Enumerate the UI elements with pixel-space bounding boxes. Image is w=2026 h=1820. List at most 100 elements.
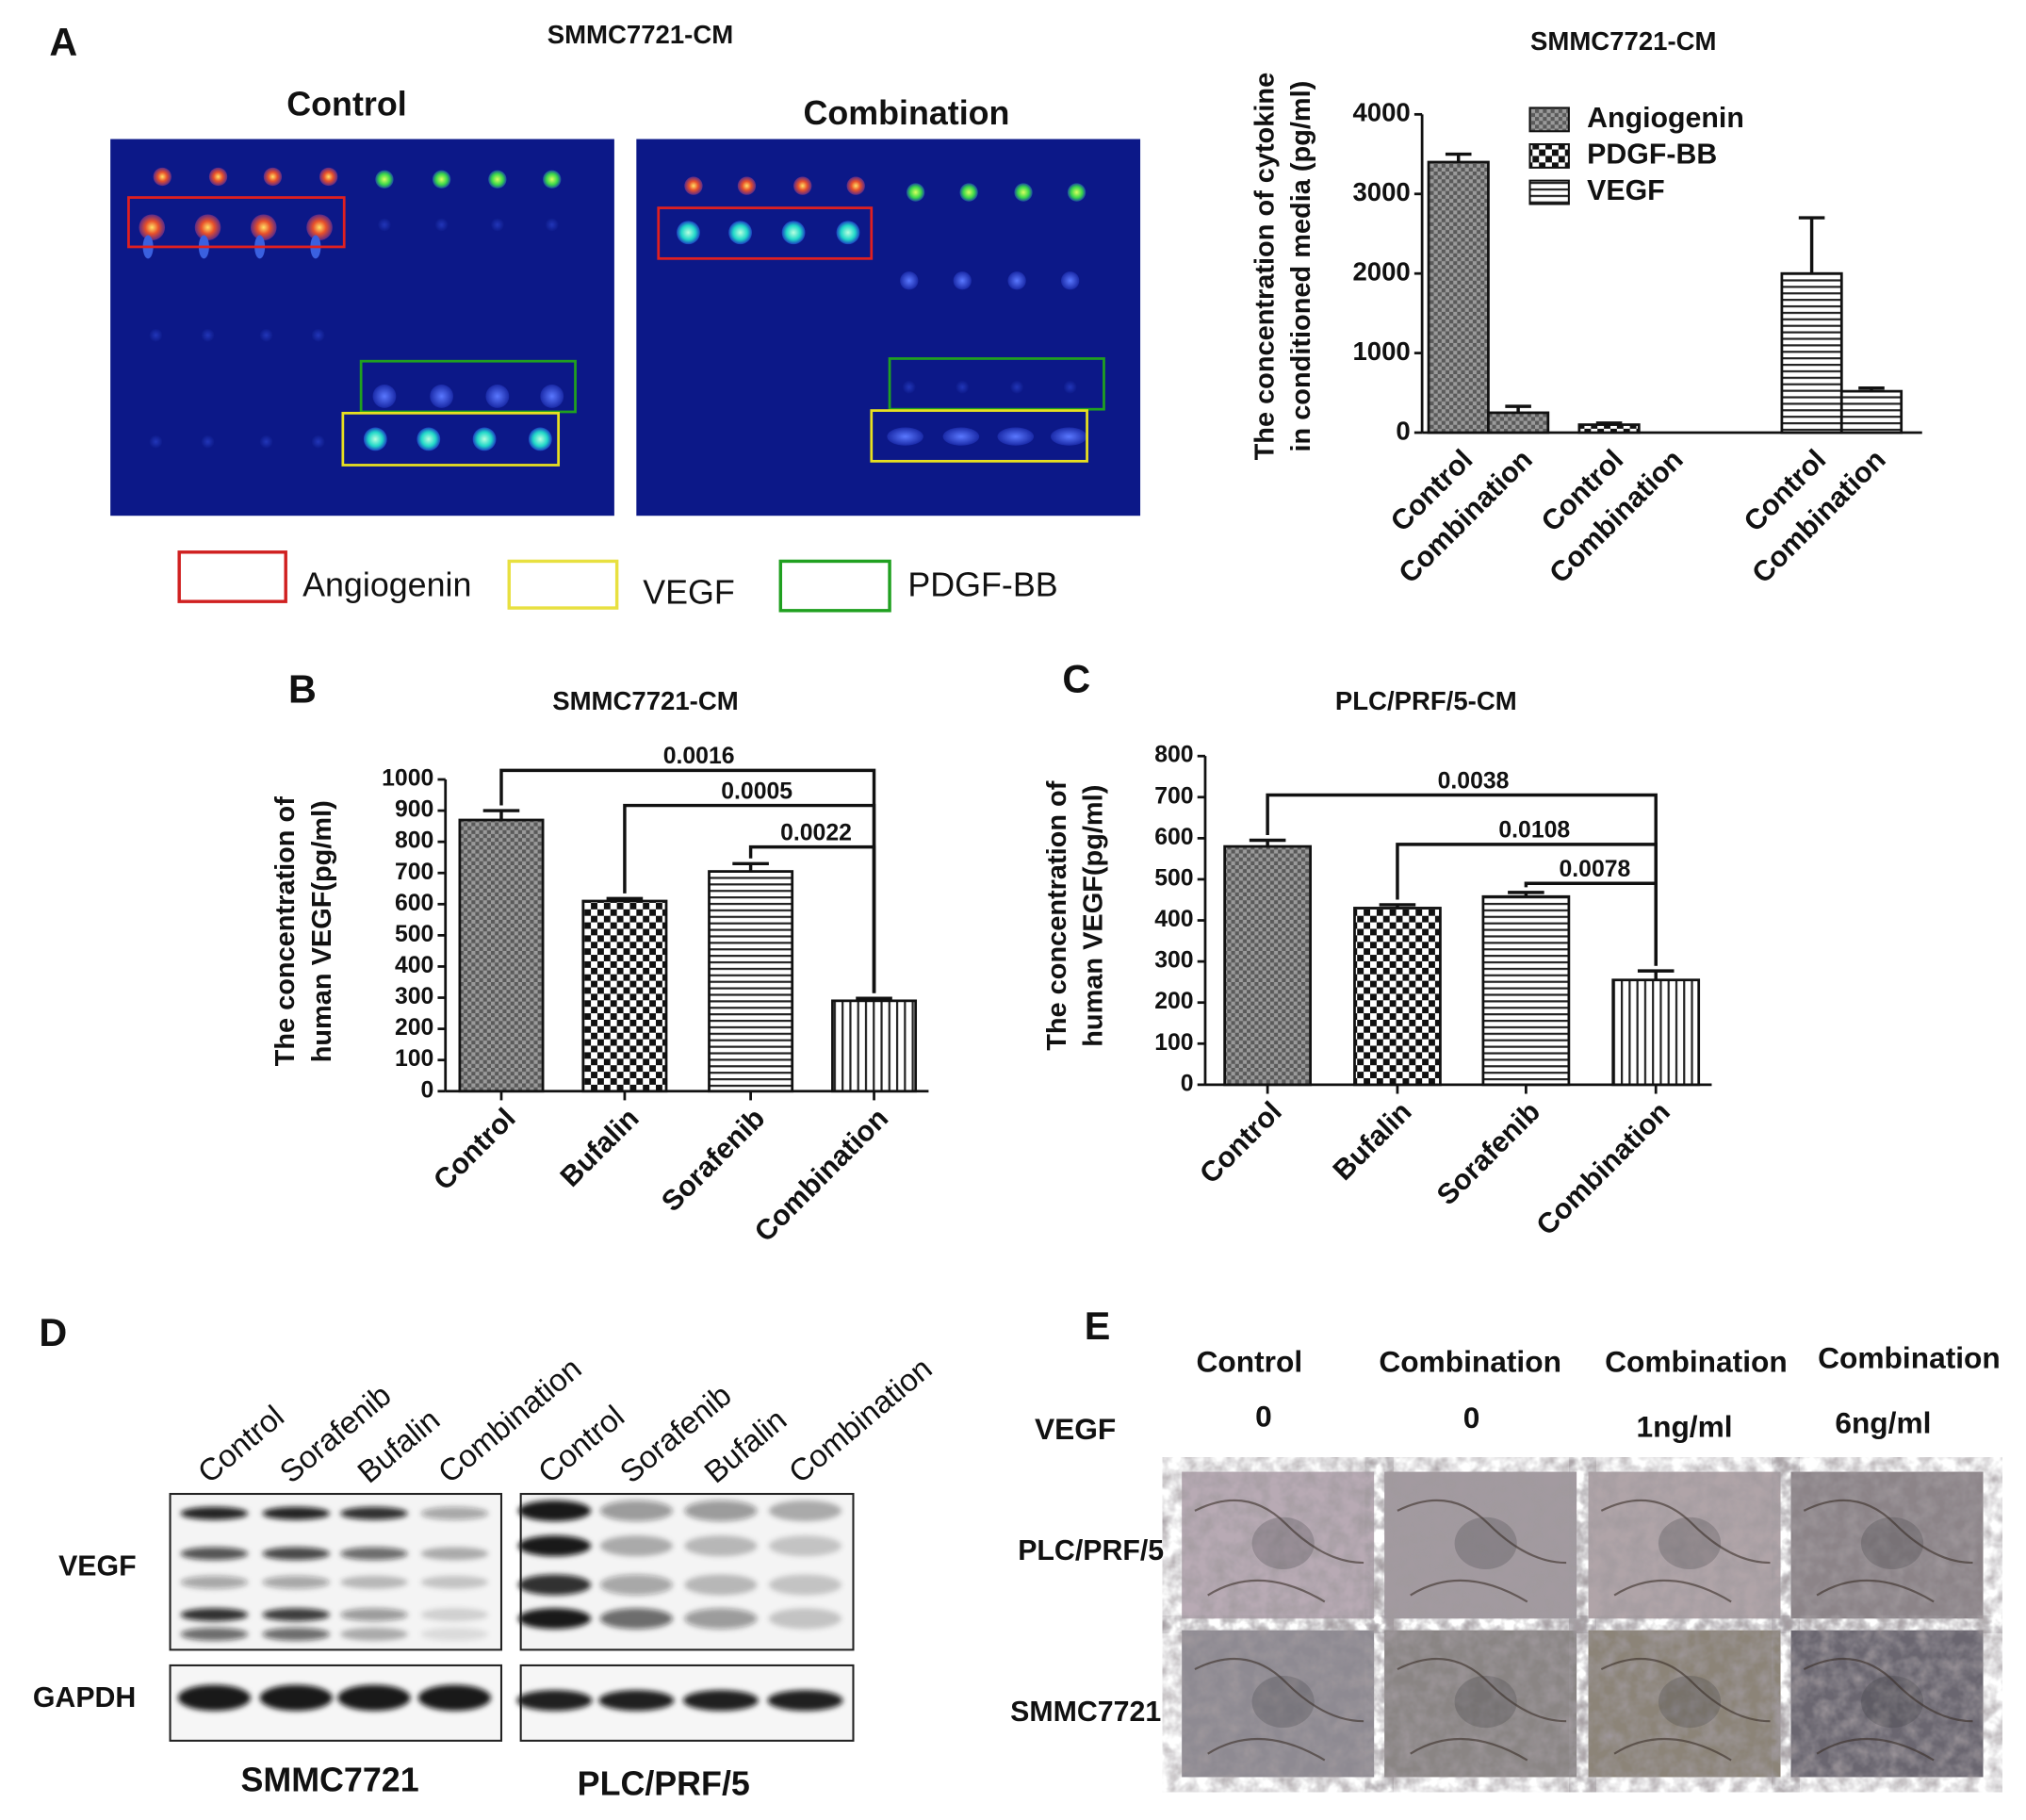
array-spot: [942, 427, 980, 446]
tube-network: [1803, 1658, 1973, 1762]
tube-texture: [1790, 1471, 1984, 1619]
error-bar: [606, 896, 644, 901]
y-tick-label: 100: [395, 1046, 433, 1072]
array-spot: [417, 427, 441, 451]
array-spot: [490, 218, 504, 232]
tube-row-label: PLC/PRF/5: [1018, 1535, 1164, 1566]
panel-label: D: [39, 1311, 67, 1354]
bar: [1223, 844, 1312, 1087]
array-spot: [432, 170, 451, 189]
array-legend-label: Angiogenin: [302, 566, 471, 603]
array-spot: [434, 218, 449, 232]
bar: [1353, 907, 1442, 1087]
legend-swatch: [1528, 179, 1570, 205]
y-axis-label: The concentration of: [270, 796, 301, 1067]
blot-band: [598, 1690, 675, 1712]
x-tick-label: Bufalin: [1328, 1096, 1418, 1187]
blot-band: [684, 1574, 758, 1596]
y-tick-label: 700: [395, 860, 433, 885]
array-spot: [259, 435, 273, 449]
y-tick-label: 3000: [1352, 177, 1410, 206]
blot-band: [517, 1500, 592, 1521]
y-tick-label: 400: [1154, 907, 1193, 932]
lane-label: Control: [531, 1399, 630, 1490]
x-tick-label: Combination: [1531, 1096, 1676, 1241]
bar: [1577, 423, 1641, 435]
tube-dose: 1ng/ml: [1636, 1409, 1732, 1443]
tube-center: [1860, 1517, 1924, 1569]
tube-dose: 0: [1255, 1399, 1272, 1433]
legend-swatch: [507, 559, 619, 610]
y-tick-label: 800: [1154, 743, 1193, 768]
tube-center: [1251, 1517, 1315, 1569]
array-spot: [1007, 271, 1026, 290]
tube-dose: 6ng/ml: [1835, 1405, 1931, 1439]
array-spot: [902, 380, 916, 394]
array-spot: [1050, 427, 1087, 446]
blot-band: [340, 1608, 408, 1622]
blot-band: [262, 1547, 331, 1561]
tube-center: [1454, 1675, 1517, 1729]
x-tick-label: Control: [428, 1103, 522, 1197]
array-spot: [472, 427, 497, 451]
blot-band: [684, 1535, 758, 1557]
error-bar: [1445, 152, 1472, 162]
array-spot: [378, 218, 391, 232]
blot-band: [259, 1684, 333, 1712]
y-tick-label: 0: [421, 1077, 434, 1103]
blot-band: [599, 1500, 673, 1521]
p-value: 0.0016: [663, 744, 735, 769]
array-spot: [375, 170, 394, 189]
significance-bracket: [748, 844, 876, 993]
blot-band: [684, 1608, 758, 1630]
array-spot: [1014, 183, 1033, 202]
y-axis-label: The concentration of: [1042, 780, 1072, 1051]
array-spot: [311, 328, 325, 342]
blot-band: [599, 1535, 673, 1557]
error-bar: [1379, 903, 1416, 909]
array-spot: [959, 183, 978, 202]
blot-band: [420, 1547, 489, 1561]
y-tick-label: 1000: [382, 766, 433, 792]
tube-network: [1600, 1658, 1771, 1762]
blot-band: [180, 1575, 249, 1589]
p-value: 0.0108: [1498, 818, 1570, 844]
blot-bands: [177, 1500, 843, 1712]
array-spot: [545, 218, 559, 232]
array-spot: [153, 167, 172, 187]
tube-column: Combination: [1605, 1345, 1788, 1379]
array-spot: [684, 176, 703, 195]
tube-network: [1803, 1499, 1973, 1603]
tube-images: [1182, 1471, 1984, 1778]
array-spot: [363, 427, 387, 451]
p-value: 0.0022: [780, 820, 852, 845]
array-spot: [997, 427, 1035, 446]
y-tick-label: 0: [1396, 416, 1410, 445]
box-angiogenin: [127, 196, 346, 249]
bar: [1839, 389, 1903, 435]
blot-band: [420, 1627, 489, 1641]
array-spot: [1010, 380, 1024, 394]
legend-swatch: [1528, 107, 1570, 133]
y-tick-label: 400: [395, 953, 433, 978]
blot-band: [417, 1684, 491, 1712]
tube-texture: [1588, 1471, 1781, 1619]
error-bar: [1798, 216, 1825, 274]
array-spot: [540, 385, 564, 408]
significance-bracket: [1524, 881, 1658, 966]
array-spot: [149, 435, 163, 449]
array-spot: [677, 221, 700, 245]
p-value: 0.0078: [1560, 857, 1631, 882]
blot-band: [180, 1608, 249, 1622]
tube-texture: [1182, 1471, 1375, 1619]
y-tick-label: 600: [1154, 825, 1193, 850]
bar: [708, 870, 794, 1093]
array-spot: [430, 385, 453, 408]
blot-band: [340, 1627, 408, 1641]
y-tick-label: 700: [1154, 783, 1193, 809]
array-spot: [259, 328, 273, 342]
blot-caption: SMMC7721: [240, 1761, 418, 1798]
y-tick-label: 800: [395, 828, 433, 854]
error-bar: [1508, 891, 1544, 897]
